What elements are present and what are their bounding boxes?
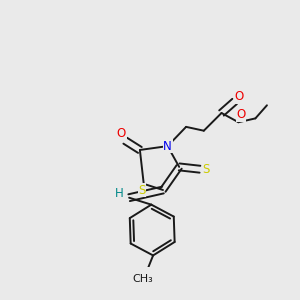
Text: O: O: [236, 108, 245, 121]
Text: CH₃: CH₃: [133, 274, 154, 284]
Text: H: H: [115, 187, 124, 200]
Text: N: N: [163, 140, 172, 153]
Text: O: O: [235, 90, 244, 103]
Text: S: S: [139, 184, 146, 196]
Text: O: O: [117, 127, 126, 140]
Text: S: S: [202, 163, 210, 176]
